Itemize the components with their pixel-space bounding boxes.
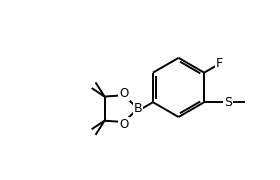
Text: F: F (216, 57, 223, 70)
Text: B: B (134, 102, 142, 115)
Text: O: O (119, 118, 129, 130)
Text: S: S (224, 96, 232, 109)
Text: O: O (119, 87, 129, 100)
